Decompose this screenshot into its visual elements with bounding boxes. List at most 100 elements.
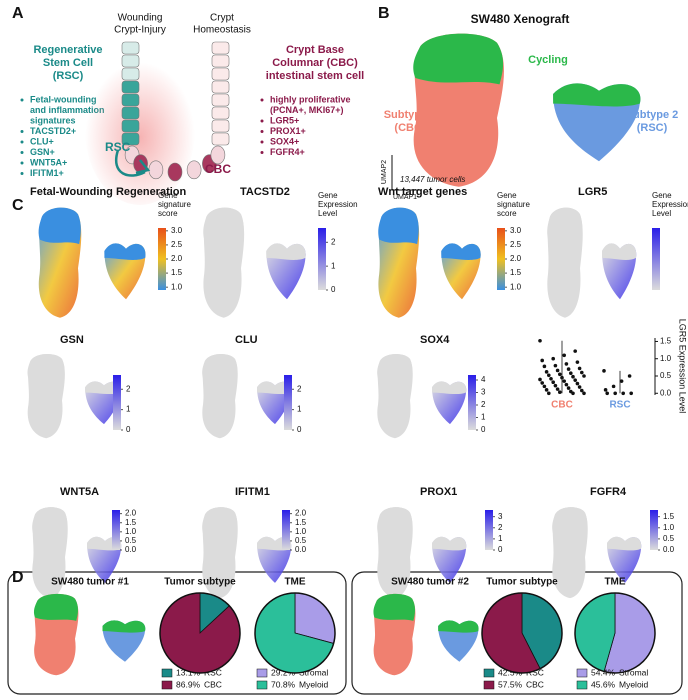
data-point bbox=[577, 366, 582, 371]
colorbar-label: score bbox=[497, 209, 517, 218]
umap-cluster bbox=[266, 243, 306, 260]
bullet bbox=[260, 98, 264, 102]
bullet bbox=[260, 151, 264, 154]
cell bbox=[210, 145, 226, 165]
rsc-marker: WNT5A+ bbox=[30, 157, 67, 167]
legend-swatch bbox=[161, 668, 173, 678]
data-point bbox=[571, 391, 575, 396]
bullet bbox=[20, 172, 24, 175]
data-point bbox=[540, 358, 544, 363]
data-point bbox=[555, 387, 560, 391]
umap-plot bbox=[33, 593, 146, 676]
legend-label: Stromal bbox=[299, 667, 328, 677]
cell bbox=[211, 54, 230, 68]
cell bbox=[211, 67, 230, 81]
plot-title: LGR5 bbox=[578, 186, 607, 198]
arrow bbox=[115, 149, 146, 177]
crypt-label: RSC bbox=[105, 140, 131, 154]
legend-value: 54.4% bbox=[591, 667, 616, 677]
data-point bbox=[573, 378, 577, 382]
data-point bbox=[547, 391, 551, 396]
cell bbox=[211, 41, 230, 55]
tumor-title: SW480 tumor #2 bbox=[391, 577, 469, 588]
data-point bbox=[619, 379, 624, 383]
axis-label: UMAP1 bbox=[393, 194, 417, 201]
cluster-label: Subtype 1 bbox=[384, 109, 437, 121]
data-point bbox=[542, 364, 547, 369]
colorbar bbox=[652, 228, 660, 290]
umap-cluster bbox=[607, 536, 642, 551]
pie-title: TME bbox=[284, 577, 305, 588]
data-point bbox=[562, 379, 566, 383]
legend-label: Myeloid bbox=[619, 679, 649, 689]
bullet bbox=[20, 161, 24, 165]
umap-plot bbox=[378, 207, 481, 318]
colorbar-tick-label: 0 bbox=[498, 545, 503, 554]
data-point bbox=[549, 376, 553, 381]
pie-title: Tumor subtype bbox=[486, 577, 558, 588]
umap-cluster bbox=[102, 620, 146, 633]
rsc-marker: and inflammation bbox=[30, 105, 105, 115]
umap-cluster bbox=[413, 33, 504, 85]
umap-plot bbox=[32, 507, 122, 599]
colorbar-tick-label: 3 bbox=[498, 512, 503, 521]
cbc-title: Columnar (CBC) bbox=[272, 57, 358, 69]
cell-count: 13,447 tumor cells bbox=[400, 175, 465, 184]
data-point bbox=[540, 381, 544, 385]
colorbar-label: signature bbox=[497, 200, 530, 209]
colorbar-tick-label: 1 bbox=[331, 261, 336, 270]
bullet bbox=[20, 130, 24, 133]
cell bbox=[186, 160, 202, 180]
data-point bbox=[553, 383, 558, 388]
umap-plot bbox=[202, 353, 292, 439]
colorbar-tick-label: 2.5 bbox=[510, 240, 522, 249]
plot-title: GSN bbox=[60, 334, 84, 346]
category-label: RSC bbox=[609, 400, 630, 411]
umap-plot bbox=[413, 33, 641, 187]
data-point bbox=[582, 374, 586, 378]
y-tick-label: 0.0 bbox=[660, 388, 672, 397]
legend-swatch bbox=[576, 668, 588, 678]
umap-cluster bbox=[33, 593, 78, 621]
legend-swatch bbox=[161, 680, 173, 690]
colorbar-tick-label: 2.5 bbox=[171, 240, 183, 249]
cell bbox=[121, 54, 140, 68]
pie-outline bbox=[159, 592, 241, 674]
colorbar bbox=[282, 510, 290, 550]
data-point bbox=[558, 372, 562, 377]
panel-d-box bbox=[351, 571, 683, 695]
cbc-title: intestinal stem cell bbox=[266, 70, 364, 82]
legend-label: CBC bbox=[526, 679, 544, 689]
colorbar-tick-label: 1 bbox=[481, 413, 486, 422]
y-tick-label: 0.5 bbox=[660, 371, 672, 380]
bullet bbox=[20, 151, 24, 154]
legend-swatch bbox=[256, 668, 268, 678]
colorbar-tick-label: 1.0 bbox=[663, 523, 675, 532]
category-label: CBC bbox=[551, 400, 573, 411]
pie-title: Tumor subtype bbox=[164, 577, 236, 588]
injury-glow bbox=[85, 55, 195, 205]
tumor-title: SW480 tumor #1 bbox=[51, 577, 129, 588]
colorbar-tick-label: 1.0 bbox=[125, 527, 137, 536]
colorbar-tick-label: 0 bbox=[481, 425, 486, 434]
data-point bbox=[562, 353, 566, 358]
cbc-title: Crypt Base bbox=[286, 44, 344, 56]
colorbar-tick-label: 3.0 bbox=[171, 226, 183, 235]
cell bbox=[211, 132, 230, 146]
data-point bbox=[542, 384, 547, 389]
umap-plot bbox=[27, 353, 122, 439]
rsc-marker: GSN+ bbox=[30, 147, 55, 157]
colorbar-tick-label: 2.0 bbox=[125, 509, 137, 518]
pie-outline bbox=[481, 592, 563, 674]
cell bbox=[121, 119, 140, 133]
umap-axes bbox=[391, 155, 420, 191]
umap-cluster bbox=[27, 353, 65, 382]
data-point bbox=[551, 380, 555, 385]
cell bbox=[148, 160, 164, 180]
umap-cluster bbox=[85, 381, 122, 395]
plot-title: PROX1 bbox=[420, 486, 457, 498]
umap-cluster bbox=[32, 507, 68, 538]
legend-label: CBC bbox=[204, 679, 222, 689]
colorbar-tick-label: 1 bbox=[498, 534, 503, 543]
colorbar bbox=[113, 375, 121, 430]
